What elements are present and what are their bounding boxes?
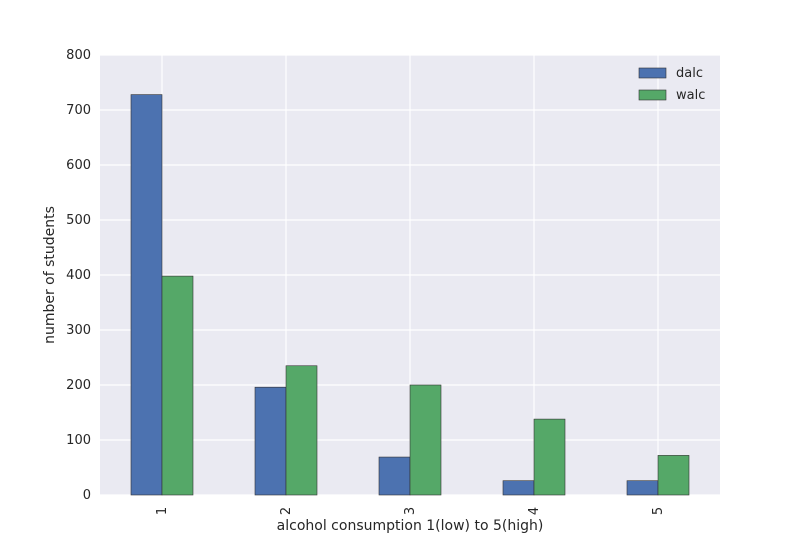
bar-dalc-4 (502, 480, 535, 496)
y-tick-label: 500 (66, 213, 91, 228)
legend-swatch-dalc (638, 67, 667, 79)
y-tick-label: 700 (66, 103, 91, 118)
legend-swatch-walc (638, 89, 667, 101)
bar-dalc-1 (130, 94, 163, 496)
y-tick-labels: 0 100 200 300 400 500 600 700 800 (66, 48, 91, 503)
x-tick-labels: 1 2 3 4 5 (155, 507, 666, 515)
bar-walc-2 (285, 365, 318, 496)
y-axis-label: number of students (42, 206, 58, 344)
bar-walc-3 (409, 384, 442, 496)
x-tick-label: 2 (279, 507, 294, 515)
y-tick-label: 300 (66, 323, 91, 338)
y-tick-label: 800 (66, 48, 91, 63)
x-tick-label: 5 (651, 507, 666, 515)
bar-walc-1 (161, 275, 194, 496)
x-tick-label: 1 (155, 507, 170, 515)
legend: dalc walc (638, 66, 705, 103)
legend-label-dalc: dalc (676, 66, 703, 81)
x-tick-label: 3 (403, 507, 418, 515)
bar-dalc-5 (626, 480, 659, 496)
y-tick-label: 400 (66, 268, 91, 283)
y-tick-label: 0 (83, 488, 91, 503)
bar-walc-4 (533, 418, 566, 496)
y-tick-label: 600 (66, 158, 91, 173)
bar-dalc-3 (378, 456, 411, 496)
y-tick-label: 100 (66, 433, 91, 448)
legend-label-walc: walc (676, 88, 705, 103)
y-tick-label: 200 (66, 378, 91, 393)
bars (130, 94, 690, 496)
x-tick-label: 4 (527, 507, 542, 515)
bar-dalc-2 (254, 386, 287, 496)
bar-walc-5 (657, 455, 690, 496)
x-axis-label: alcohol consumption 1(low) to 5(high) (277, 518, 544, 534)
